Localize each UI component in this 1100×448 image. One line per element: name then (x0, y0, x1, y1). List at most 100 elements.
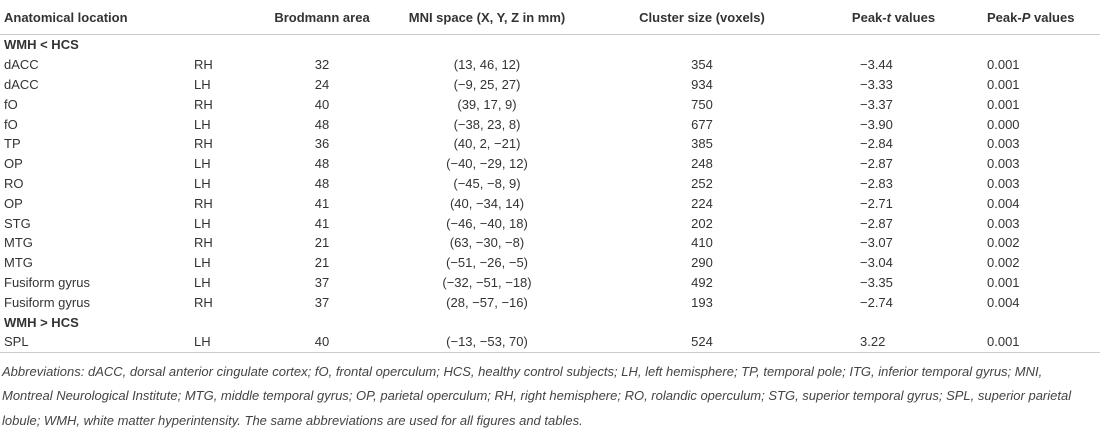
cell: 0.003 (987, 175, 1020, 191)
cell: (63, −30, −8) (449, 235, 525, 251)
cell: 750 (691, 96, 713, 112)
data-row: TP RH 36 (40, 2, −21) 385 −2.84 0.003 (0, 134, 1100, 154)
cell: Fusiform gyrus (4, 274, 90, 290)
cell: 290 (691, 255, 713, 271)
cell: 0.004 (987, 195, 1020, 211)
group-row: WMH < HCS (0, 35, 1100, 55)
table-body: WMH < HCS dACC RH 32 (13, 46, 12) 354 −3.44 0.0… (0, 35, 1100, 353)
cell: 21 (314, 235, 330, 251)
cell: STG (4, 215, 31, 231)
cell: 492 (691, 274, 713, 290)
cell: 934 (691, 76, 713, 92)
data-row: RO LH 48 (−45, −8, 9) 252 −2.83 0.003 (0, 174, 1100, 194)
cell: 24 (314, 76, 330, 92)
cell: dACC (4, 76, 39, 92)
cell: −3.44 (860, 57, 893, 73)
cell: −2.84 (860, 136, 893, 152)
cell: (40, 2, −21) (453, 136, 521, 152)
cell: −3.90 (860, 116, 893, 132)
cell: 21 (314, 255, 330, 271)
cell: MTG (4, 235, 33, 251)
cell: 32 (314, 57, 330, 73)
cell: dACC (4, 57, 39, 73)
header-cell: Cluster size (voxels) (600, 0, 800, 35)
cell: 0.001 (987, 96, 1020, 112)
data-row: Fusiform gyrus LH 37 (−32, −51, −18) 492 −3.3… (0, 273, 1100, 293)
cell: 48 (314, 175, 330, 191)
cell: (−40, −29, 12) (446, 156, 528, 172)
data-row: Fusiform gyrus RH 37 (28, −57, −16) 193 −2.74… (0, 292, 1100, 312)
cell: 410 (691, 235, 713, 251)
header-cell: MNI space (X, Y, Z in mm) (370, 0, 600, 35)
cell: 385 (691, 136, 713, 152)
group-label: WMH > HCS (4, 314, 79, 330)
cell: −3.35 (860, 274, 893, 290)
cell: 0.003 (987, 136, 1020, 152)
cell: 252 (691, 175, 713, 191)
cell: 48 (314, 156, 330, 172)
group-label: WMH < HCS (4, 37, 79, 53)
cell: −3.33 (860, 76, 893, 92)
cell: 48 (314, 116, 330, 132)
cell: LH (190, 331, 270, 353)
cell: LH (194, 175, 211, 191)
cell: 524 (600, 331, 800, 353)
cell: 248 (691, 156, 713, 172)
cell: RH (194, 57, 213, 73)
cell: −2.87 (860, 215, 893, 231)
cell: 677 (691, 116, 713, 132)
header-text: t (886, 9, 891, 25)
cell: (−13, −53, 70) (370, 331, 600, 353)
group-row: WMH > HCS (0, 312, 1100, 332)
header-text: P (1021, 9, 1031, 25)
header-cell: Brodmann area (270, 0, 370, 35)
cell: −2.87 (860, 156, 893, 172)
cell: 0.002 (987, 255, 1020, 271)
data-row: OP RH 41 (40, −34, 14) 224 −2.71 0.004 (0, 193, 1100, 213)
cell: 0.001 (983, 331, 1100, 353)
data-row: OP LH 48 (−40, −29, 12) 248 −2.87 0.003 (0, 154, 1100, 174)
data-row: dACC RH 32 (13, 46, 12) 354 −3.44 0.001 (0, 55, 1100, 75)
data-row: STG LH 41 (−46, −40, 18) 202 −2.87 0.003 (0, 213, 1100, 233)
cell: OP (4, 156, 23, 172)
cell: RH (194, 136, 213, 152)
header-text: values (890, 9, 936, 25)
cell: SPL (0, 331, 190, 353)
header-cell: Peak-t values (800, 0, 983, 35)
header-text: values (1030, 9, 1075, 25)
cell: −2.71 (860, 195, 893, 211)
cell: RO (4, 175, 24, 191)
cell: −3.04 (860, 255, 893, 271)
cell: LH (194, 274, 211, 290)
cell: (40, −34, 14) (449, 195, 525, 211)
cell: 0.000 (987, 116, 1020, 132)
cell: 354 (691, 57, 713, 73)
cell: RH (194, 96, 213, 112)
data-row: SPL LH 40 (−13, −53, 70) 524 3.22 0.001 (0, 331, 1100, 353)
cell: LH (194, 76, 211, 92)
cell: 0.001 (987, 274, 1020, 290)
cell: 41 (314, 215, 330, 231)
header-text: Peak- (851, 9, 887, 25)
cell: MTG (4, 255, 33, 271)
cell: RH (194, 235, 213, 251)
cell: RH (194, 195, 213, 211)
cell: (−32, −51, −18) (442, 274, 532, 290)
cell: 37 (314, 294, 330, 310)
data-row: fO LH 48 (−38, 23, 8) 677 −3.90 0.000 (0, 114, 1100, 134)
results-table: Anatomical location Brodmann area MNI spac… (0, 0, 1100, 353)
cell: 3.22 (800, 331, 983, 353)
cell: LH (194, 116, 211, 132)
cell: 224 (691, 195, 713, 211)
cell: 0.002 (987, 235, 1020, 251)
cell: TP (4, 136, 21, 152)
cell: 193 (691, 294, 713, 310)
data-row: fO RH 40 (39, 17, 9) 750 −3.37 0.001 (0, 94, 1100, 114)
cell: 40 (270, 331, 370, 353)
cell: 202 (691, 215, 713, 231)
data-row: dACC LH 24 (−9, 25, 27) 934 −3.33 0.001 (0, 75, 1100, 95)
cell: −2.74 (860, 294, 893, 310)
header-cell: Peak-P values (983, 0, 1100, 35)
cell: LH (194, 156, 211, 172)
cell: RH (194, 294, 213, 310)
